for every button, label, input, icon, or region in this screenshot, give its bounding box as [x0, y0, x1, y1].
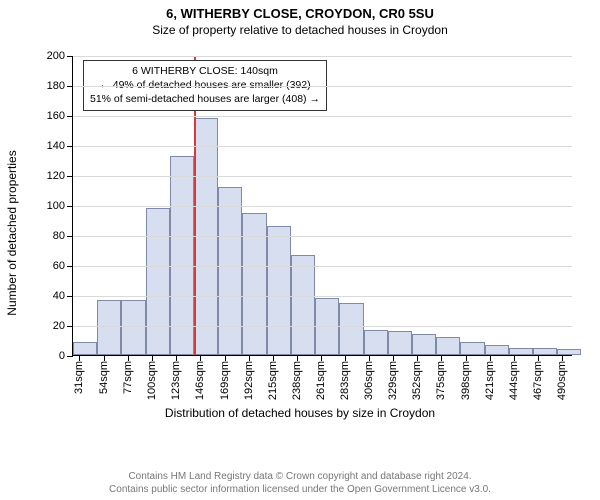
histogram-bar [485, 345, 509, 356]
x-tick-label: 444sqm [508, 361, 520, 400]
y-tick [67, 176, 73, 177]
x-tick-label: 77sqm [122, 361, 134, 394]
grid-line [73, 56, 572, 57]
grid-line [73, 266, 572, 267]
y-tick-label: 100 [47, 200, 65, 212]
credits-line1: Contains HM Land Registry data © Crown c… [0, 470, 600, 483]
histogram-bar [242, 213, 266, 356]
histogram-bar [533, 348, 557, 356]
grid-line [73, 86, 572, 87]
x-tick-label: 192sqm [243, 361, 255, 400]
y-tick [67, 86, 73, 87]
x-tick-label: 215sqm [267, 361, 279, 400]
y-tick [67, 356, 73, 357]
x-tick-label: 398sqm [460, 361, 472, 400]
histogram-bar [218, 187, 242, 355]
x-tick-label: 329sqm [387, 361, 399, 400]
histogram-bar [364, 330, 388, 356]
histogram-bar [339, 303, 363, 356]
histogram-bar [146, 208, 170, 355]
histogram-bar [267, 226, 291, 355]
y-tick [67, 296, 73, 297]
credits: Contains HM Land Registry data © Crown c… [0, 470, 600, 496]
y-tick-label: 120 [47, 170, 65, 182]
grid-line [73, 206, 572, 207]
x-tick-label: 352sqm [411, 361, 423, 400]
y-tick-label: 80 [53, 230, 65, 242]
y-tick-label: 200 [47, 50, 65, 62]
histogram-bar [97, 300, 121, 356]
x-axis-label: Distribution of detached houses by size … [20, 406, 580, 420]
page-subtitle: Size of property relative to detached ho… [0, 21, 600, 41]
y-tick-label: 180 [47, 80, 65, 92]
x-tick-label: 169sqm [219, 361, 231, 400]
histogram-bar [291, 255, 315, 356]
y-tick [67, 326, 73, 327]
grid-line [73, 326, 572, 327]
x-tick-label: 123sqm [170, 361, 182, 400]
x-tick-label: 467sqm [532, 361, 544, 400]
histogram-bar [388, 331, 412, 355]
grid-line [73, 176, 572, 177]
y-tick [67, 206, 73, 207]
grid-line [73, 296, 572, 297]
histogram-bar [73, 342, 97, 356]
callout-line: 6 WITHERBY CLOSE: 140sqm [90, 64, 320, 78]
credits-line2: Contains public sector information licen… [0, 483, 600, 496]
y-tick-label: 0 [59, 350, 65, 362]
y-tick [67, 266, 73, 267]
callout-line: 51% of semi-detached houses are larger (… [90, 92, 320, 106]
x-tick-label: 100sqm [146, 361, 158, 400]
y-tick [67, 236, 73, 237]
histogram-bar [412, 334, 436, 355]
y-tick-label: 40 [53, 290, 65, 302]
x-tick-label: 54sqm [98, 361, 110, 394]
histogram-bar [557, 349, 581, 355]
histogram-bar [460, 342, 484, 356]
grid-line [73, 236, 572, 237]
x-tick-label: 306sqm [363, 361, 375, 400]
plot-region: 6 WITHERBY CLOSE: 140sqm← 49% of detache… [72, 56, 572, 356]
y-axis-label: Number of detached properties [5, 150, 19, 315]
grid-line [73, 146, 572, 147]
y-tick-label: 60 [53, 260, 65, 272]
y-tick-label: 20 [53, 320, 65, 332]
x-tick-label: 146sqm [194, 361, 206, 400]
page-title: 6, WITHERBY CLOSE, CROYDON, CR0 5SU [0, 0, 600, 21]
grid-line [73, 116, 572, 117]
x-tick-label: 421sqm [484, 361, 496, 400]
histogram-bar [509, 348, 533, 356]
y-tick-label: 160 [47, 110, 65, 122]
x-tick-label: 283sqm [339, 361, 351, 400]
y-tick [67, 56, 73, 57]
x-tick-label: 490sqm [556, 361, 568, 400]
x-tick-label: 31sqm [73, 361, 85, 394]
histogram-bar [436, 337, 460, 355]
chart-area: Number of detached properties 6 WITHERBY… [20, 48, 580, 418]
y-tick-label: 140 [47, 140, 65, 152]
y-tick [67, 146, 73, 147]
x-tick-label: 261sqm [315, 361, 327, 400]
y-tick [67, 116, 73, 117]
histogram-bar [121, 300, 145, 356]
x-tick-label: 375sqm [435, 361, 447, 400]
x-tick-label: 238sqm [291, 361, 303, 400]
